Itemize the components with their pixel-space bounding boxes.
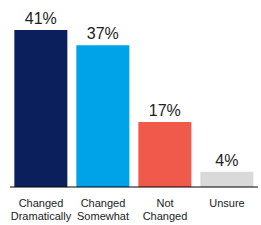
svg-text:ChangedSomewhat: ChangedSomewhat xyxy=(77,197,129,222)
svg-text:Unsure: Unsure xyxy=(209,197,244,209)
svg-text:NotChanged: NotChanged xyxy=(143,197,188,222)
svg-text:17%: 17% xyxy=(149,102,181,119)
svg-text:41%: 41% xyxy=(25,10,57,27)
svg-text:37%: 37% xyxy=(87,25,119,42)
svg-text:ChangedDramatically: ChangedDramatically xyxy=(11,197,72,222)
svg-text:4%: 4% xyxy=(215,152,238,169)
